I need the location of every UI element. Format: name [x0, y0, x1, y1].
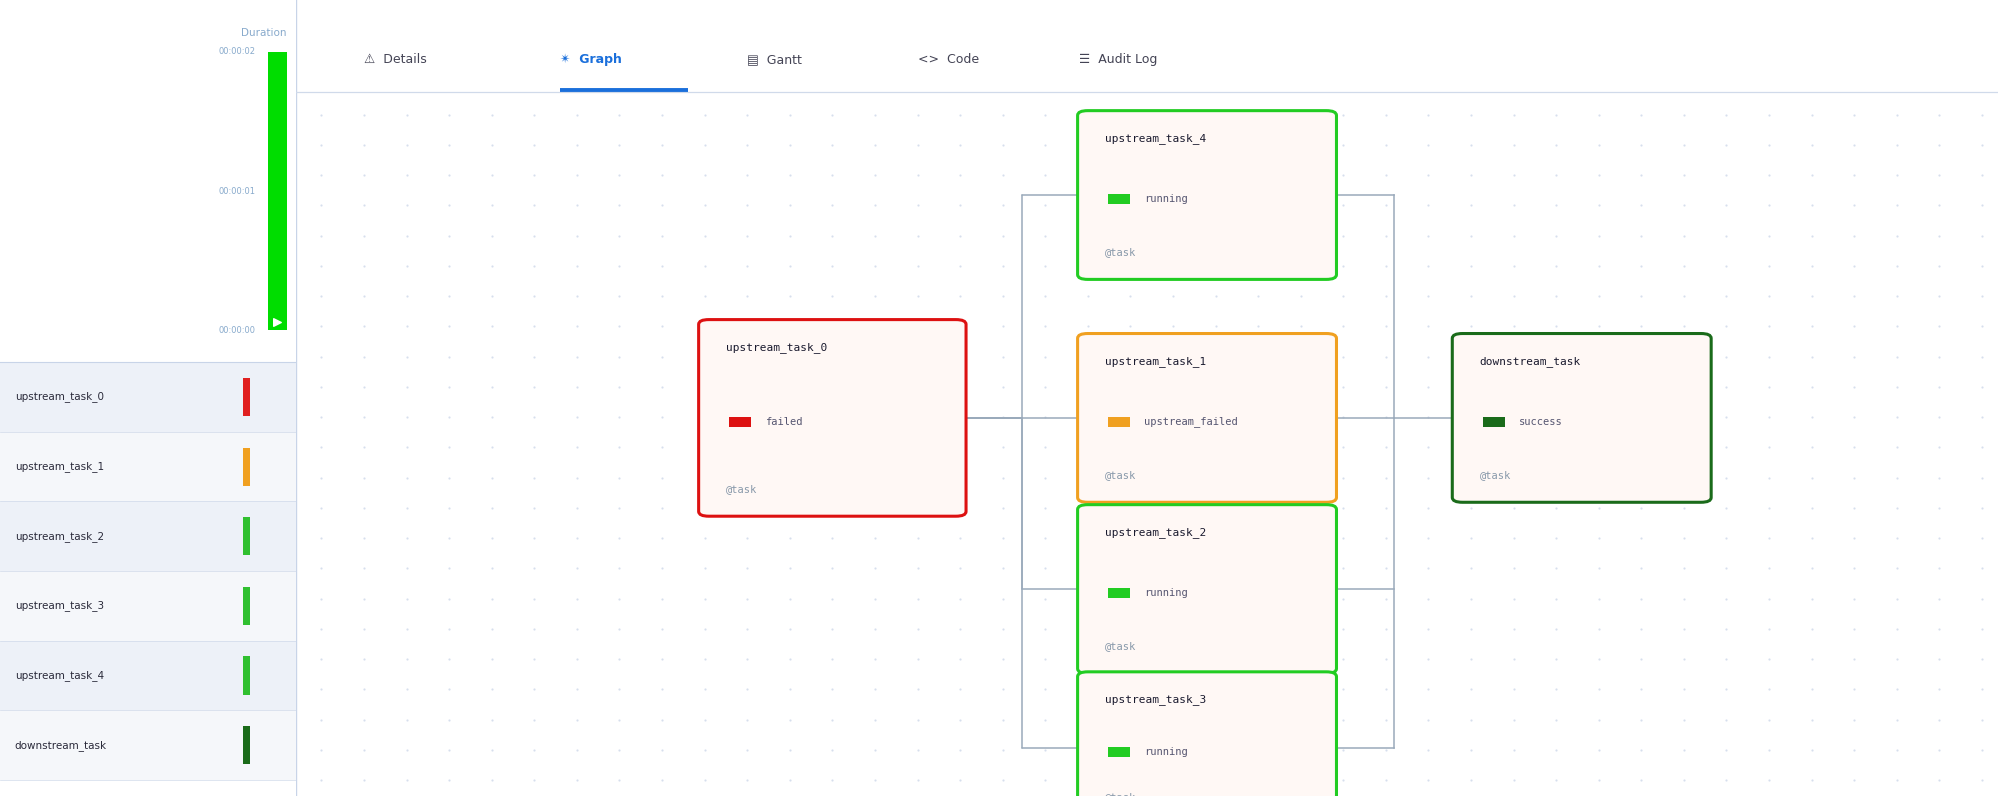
FancyBboxPatch shape — [1077, 334, 1337, 502]
Text: @task: @task — [1105, 792, 1135, 796]
Bar — [242, 587, 250, 625]
Text: 00:00:00: 00:00:00 — [220, 326, 256, 335]
Bar — [242, 517, 250, 556]
Text: upstream_task_4: upstream_task_4 — [14, 670, 104, 681]
FancyBboxPatch shape — [1453, 334, 1710, 502]
Bar — [1107, 194, 1129, 204]
Bar — [1107, 587, 1129, 599]
Text: upstream_task_1: upstream_task_1 — [14, 461, 104, 472]
FancyBboxPatch shape — [1077, 672, 1337, 796]
Text: @task: @task — [1105, 641, 1135, 651]
Text: ✴  Graph: ✴ Graph — [559, 53, 621, 66]
FancyBboxPatch shape — [1077, 505, 1337, 673]
Text: failed: failed — [765, 417, 801, 427]
Text: ▤  Gantt: ▤ Gantt — [747, 53, 801, 66]
Text: upstream_task_0: upstream_task_0 — [725, 342, 827, 353]
FancyBboxPatch shape — [697, 319, 965, 517]
Text: upstream_task_4: upstream_task_4 — [1105, 133, 1205, 144]
Text: upstream_failed: upstream_failed — [1143, 416, 1237, 427]
Text: ⚠  Details: ⚠ Details — [364, 53, 426, 66]
Text: @task: @task — [725, 484, 757, 494]
Bar — [0, 641, 296, 710]
Point — [262, 316, 294, 329]
Bar — [0, 501, 296, 572]
Text: @task: @task — [1105, 247, 1135, 257]
Bar — [1107, 747, 1129, 758]
Text: upstream_task_3: upstream_task_3 — [14, 600, 104, 611]
Text: upstream_task_0: upstream_task_0 — [14, 392, 104, 403]
Bar — [1107, 417, 1129, 427]
Text: upstream_task_1: upstream_task_1 — [1105, 356, 1205, 367]
Bar — [242, 378, 250, 416]
Text: 00:00:02: 00:00:02 — [220, 47, 256, 57]
Text: downstream_task: downstream_task — [1479, 356, 1580, 367]
FancyBboxPatch shape — [1077, 111, 1337, 279]
Text: running: running — [1143, 588, 1187, 598]
Bar — [729, 417, 751, 427]
Text: upstream_task_2: upstream_task_2 — [1105, 527, 1205, 538]
Bar — [1483, 417, 1504, 427]
Text: downstream_task: downstream_task — [14, 739, 106, 751]
Text: upstream_task_3: upstream_task_3 — [1105, 694, 1205, 705]
Text: @task: @task — [1479, 470, 1510, 480]
Text: upstream_task_2: upstream_task_2 — [14, 531, 104, 542]
Text: Duration: Duration — [242, 28, 288, 38]
Text: <>  Code: <> Code — [917, 53, 979, 66]
Text: success: success — [1518, 417, 1562, 427]
Text: running: running — [1143, 747, 1187, 757]
Bar — [0, 431, 296, 501]
Bar — [0, 362, 296, 431]
Bar — [268, 52, 288, 330]
Bar — [0, 572, 296, 641]
Text: running: running — [1143, 194, 1187, 204]
Text: ☰  Audit Log: ☰ Audit Log — [1079, 53, 1157, 66]
Bar — [242, 726, 250, 764]
Text: @task: @task — [1105, 470, 1135, 480]
Text: 00:00:01: 00:00:01 — [220, 186, 256, 196]
Bar — [0, 710, 296, 780]
Bar — [242, 447, 250, 486]
Bar — [242, 657, 250, 695]
